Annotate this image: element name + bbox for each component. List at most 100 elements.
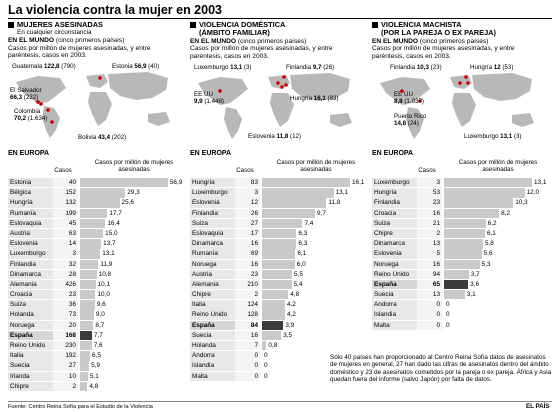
map-label: El Salvador 66,3 (232) <box>10 87 42 102</box>
europe-heading: EN EUROPA <box>8 150 50 157</box>
row-divider <box>8 228 180 229</box>
row-divider <box>8 381 180 382</box>
cases-value: 94 <box>417 269 442 280</box>
rate-header: Casos por millón de mujeres asesinadas <box>276 159 356 173</box>
table-row: Noruega 16 6,0 <box>190 259 362 270</box>
rate-value-label: 3,5 <box>283 331 293 339</box>
country-label: Austria <box>8 228 53 239</box>
map-label: Bolivia 43,4 (202) <box>78 134 127 142</box>
rate-value-label: 10,0 <box>97 291 110 299</box>
country-label: Andorra <box>190 351 235 361</box>
country-label: Italia <box>190 300 235 310</box>
table-row: Dinamarca 13 5,8 <box>372 239 544 250</box>
table-row: Andorra 0 0 <box>372 300 544 311</box>
rate-value-label: 29,3 <box>127 189 140 197</box>
country-label: Noruega <box>8 320 53 331</box>
rate-value-label: 10,1 <box>97 280 111 288</box>
rate-value-label: 0 <box>264 362 268 370</box>
table-row: Eslovenia 14 13,7 <box>8 239 180 250</box>
table-row: Eslovenia 12 11,8 <box>190 198 362 209</box>
cases-value: 14 <box>53 239 78 249</box>
row-divider <box>190 360 362 362</box>
square-bullet-icon <box>8 22 14 28</box>
row-divider <box>372 218 544 219</box>
country-label: Irlanda <box>8 371 53 381</box>
rate-value-label: 3,1 <box>466 291 476 299</box>
country-label: Luxemburgo <box>372 178 417 188</box>
rate-value-label: 10,3 <box>515 199 528 207</box>
country-label: Hungría <box>190 178 235 188</box>
row-divider <box>8 330 180 331</box>
rate-value-label: 6,0 <box>296 260 306 268</box>
row-divider <box>190 340 362 341</box>
table-row: Islandia 0 0 <box>190 361 362 372</box>
row-divider <box>372 238 544 240</box>
country-label: Alemania <box>190 279 235 290</box>
square-bullet-icon <box>190 22 196 28</box>
table-row: Holanda 73 9,0 <box>8 310 180 321</box>
cases-value: 23 <box>235 269 260 280</box>
rate-value-label: 56,9 <box>169 179 183 186</box>
rate-value-label: 16,1 <box>352 179 365 186</box>
rate-bar <box>262 208 316 218</box>
map-label: Estonia 56,9 (40) <box>112 63 160 71</box>
row-divider <box>8 238 180 240</box>
rate-value-label: 13,7 <box>103 240 116 248</box>
rate-bar <box>444 259 480 269</box>
table-row: Luxemburgo 3 13,1 <box>190 188 362 199</box>
cases-value: 16 <box>235 330 260 341</box>
world-map-icon <box>8 62 180 145</box>
row-divider <box>8 350 180 352</box>
rate-value-label: 13,1 <box>335 189 349 197</box>
table-row: Suecia 16 3,5 <box>190 330 362 341</box>
table-row: Estonia 40 56,9 <box>8 178 183 189</box>
world-map: Guatemala 122,8 (790) Estonia 56,9 (40) … <box>8 62 180 145</box>
rate-bar <box>444 208 500 218</box>
map-label: Colombia 70,2 (1.634) <box>14 108 48 123</box>
row-divider <box>372 330 544 331</box>
table-row: Italia 192 6,5 <box>8 351 180 362</box>
rate-value-label: 17,7 <box>109 209 122 217</box>
section-violencia-domestica: VIOLENCIA DOMÉSTICA (ÁMBITO FAMILIAR) EN… <box>190 21 362 145</box>
row-divider <box>190 381 362 382</box>
country-label: Suiza <box>372 218 417 229</box>
country-label: Eslovenia <box>190 198 235 208</box>
rate-bar <box>80 351 91 361</box>
cases-value: 21 <box>417 218 442 229</box>
table-row: Rumanía 69 6,1 <box>190 249 362 260</box>
rate-bar <box>444 188 525 198</box>
rate-value-label: 13,1 <box>102 250 115 258</box>
cases-value: 23 <box>417 198 442 208</box>
section-subheading: En cualquier circunstancia <box>17 29 92 36</box>
rate-value-label: 6,5 <box>92 352 101 360</box>
rate-value-label: 7,7 <box>93 331 103 339</box>
rate-value-label: 0 <box>264 372 268 380</box>
table-row: Malta 0 0 <box>372 320 544 331</box>
table-row: España 84 3,9 <box>190 320 362 331</box>
table-row: Andorra 0 0 <box>190 351 362 362</box>
rate-bar <box>444 249 482 259</box>
table-row: Alemania 426 10,1 <box>8 279 180 291</box>
cases-value: 27 <box>235 218 260 229</box>
country-label: Holanda <box>190 341 235 351</box>
cases-value: 13 <box>417 290 442 300</box>
rate-value-label: 5,9 <box>91 362 100 370</box>
rate-bar <box>444 290 465 300</box>
country-label: Dinamarca <box>8 269 53 280</box>
table-row: Suiza 36 9,6 <box>8 300 180 311</box>
table-row: Hungría 53 12,0 <box>372 188 544 199</box>
europe-bar-table: Casos Casos por millón de mujeres asesin… <box>190 158 365 382</box>
cases-value: 10 <box>53 371 78 381</box>
cases-value: 132 <box>53 198 78 208</box>
rate-bar <box>80 290 96 300</box>
row-divider <box>190 299 362 301</box>
cases-value: 16 <box>235 239 260 249</box>
cases-value: 26 <box>235 208 260 218</box>
rate-value-label: 25,6 <box>121 199 134 207</box>
cases-value: 20 <box>53 320 78 331</box>
footnote: Sólo 40 países han proporcionado al Cent… <box>330 354 552 384</box>
rate-bar <box>262 269 293 280</box>
row-divider <box>372 187 544 189</box>
cases-value: 27 <box>53 361 78 371</box>
row-divider <box>8 360 180 362</box>
